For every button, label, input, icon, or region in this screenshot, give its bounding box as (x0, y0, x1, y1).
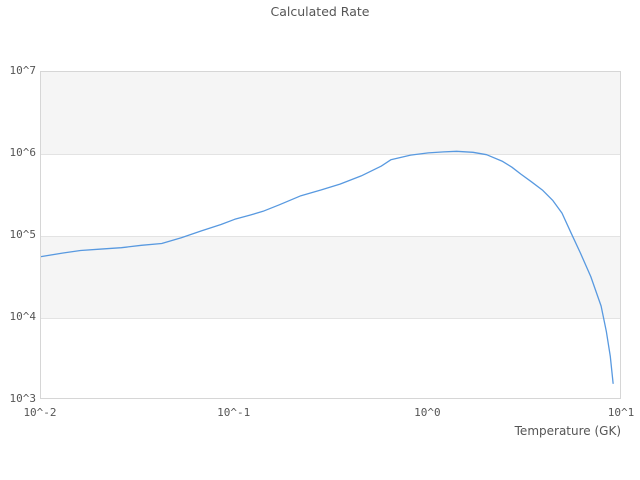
y-gridline (41, 318, 620, 319)
x-tick-label: 10^-2 (23, 406, 57, 419)
y-tick-label: 10^4 (9, 310, 37, 323)
decade-band (41, 72, 620, 154)
y-tick-label: 10^5 (9, 228, 37, 241)
rate-curve (41, 150, 614, 384)
y-tick-label: 10^3 (9, 392, 37, 405)
x-tick-label: 10^0 (414, 406, 441, 419)
decade-band (41, 236, 620, 318)
x-tick-label: 10^1 (607, 406, 635, 419)
plot-area (40, 71, 621, 399)
y-gridline (41, 236, 620, 237)
y-tick-label: 10^7 (9, 64, 37, 77)
x-tick-label: 10^-1 (217, 406, 251, 419)
x-axis-title: Temperature (GK) (514, 424, 621, 438)
y-tick-label: 10^6 (9, 146, 37, 159)
chart-title: Calculated Rate (270, 4, 370, 19)
y-gridline (41, 154, 620, 155)
rate-curve-svg (41, 150, 614, 384)
